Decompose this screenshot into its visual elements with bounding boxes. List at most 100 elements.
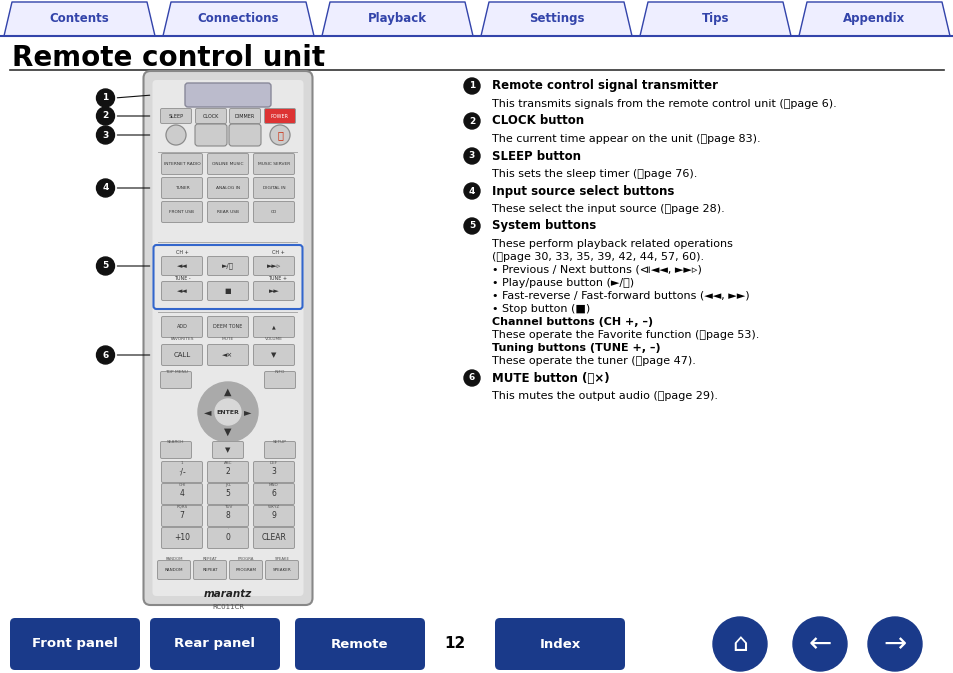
FancyBboxPatch shape [208, 528, 248, 548]
FancyBboxPatch shape [495, 618, 624, 670]
Circle shape [712, 617, 766, 671]
Text: Remote control unit: Remote control unit [12, 44, 325, 72]
Text: ANALOG IN: ANALOG IN [215, 186, 240, 190]
FancyBboxPatch shape [161, 483, 202, 505]
Text: 4: 4 [102, 184, 109, 192]
FancyBboxPatch shape [253, 201, 294, 223]
Text: Appendix: Appendix [842, 12, 904, 25]
Text: VOLUME: VOLUME [265, 337, 283, 341]
Circle shape [463, 218, 479, 234]
FancyBboxPatch shape [253, 178, 294, 199]
Text: SETUP: SETUP [273, 440, 287, 444]
FancyBboxPatch shape [161, 528, 202, 548]
Text: ONLINE MUSIC: ONLINE MUSIC [212, 162, 244, 166]
Text: marantz: marantz [204, 589, 252, 599]
FancyBboxPatch shape [193, 561, 226, 579]
Text: ENTER: ENTER [216, 409, 239, 415]
Text: 12: 12 [444, 637, 465, 651]
FancyBboxPatch shape [208, 345, 248, 365]
Text: ⏻: ⏻ [276, 130, 283, 140]
Text: 3: 3 [272, 468, 276, 476]
FancyBboxPatch shape [160, 108, 192, 124]
Text: REAR USB: REAR USB [216, 210, 239, 214]
Text: 9: 9 [272, 511, 276, 520]
FancyBboxPatch shape [253, 483, 294, 505]
Text: 6: 6 [468, 374, 475, 382]
Text: 1: 1 [180, 461, 183, 465]
FancyBboxPatch shape [161, 201, 202, 223]
Text: RC011CR: RC011CR [212, 604, 244, 610]
Text: RANDOM: RANDOM [165, 568, 183, 572]
Text: These operate the tuner (⍂page 47).: These operate the tuner (⍂page 47). [492, 356, 695, 366]
Text: Settings: Settings [528, 12, 583, 25]
Text: ◄◄: ◄◄ [176, 288, 187, 294]
Text: ◄: ◄ [204, 407, 212, 417]
Text: • Previous / Next buttons (⧏◄◄, ►►▹): • Previous / Next buttons (⧏◄◄, ►►▹) [492, 265, 701, 275]
Polygon shape [322, 2, 473, 36]
Circle shape [96, 107, 114, 125]
Text: ▼: ▼ [271, 352, 276, 358]
Circle shape [96, 346, 114, 364]
FancyBboxPatch shape [253, 316, 294, 337]
Text: Remote control signal transmitter: Remote control signal transmitter [492, 79, 718, 92]
FancyBboxPatch shape [161, 316, 202, 337]
Circle shape [96, 179, 114, 197]
Text: ·/-: ·/- [178, 468, 186, 476]
FancyBboxPatch shape [213, 441, 243, 458]
Circle shape [198, 382, 257, 442]
Text: 2: 2 [102, 112, 109, 120]
FancyBboxPatch shape [253, 153, 294, 174]
Text: 5: 5 [225, 489, 231, 499]
Text: →: → [882, 630, 905, 658]
FancyBboxPatch shape [161, 462, 202, 483]
Text: ■: ■ [225, 288, 231, 294]
Text: SLEEP button: SLEEP button [492, 149, 580, 162]
Text: MUTE button (𝅗×): MUTE button (𝅗×) [492, 371, 609, 384]
Text: Contents: Contents [50, 12, 110, 25]
Polygon shape [163, 2, 314, 36]
Text: SPEAKER: SPEAKER [273, 568, 291, 572]
Text: These select the input source (⍂page 28).: These select the input source (⍂page 28)… [492, 204, 724, 214]
FancyBboxPatch shape [195, 108, 226, 124]
Text: The current time appear on the unit (⍂page 83).: The current time appear on the unit (⍂pa… [492, 134, 760, 144]
Text: PQRS: PQRS [176, 505, 188, 509]
Text: 4: 4 [179, 489, 184, 499]
FancyBboxPatch shape [253, 505, 294, 526]
Text: CALL: CALL [173, 352, 191, 358]
Text: Index: Index [538, 637, 580, 651]
FancyBboxPatch shape [253, 345, 294, 365]
Text: 8: 8 [226, 511, 230, 520]
FancyBboxPatch shape [150, 618, 280, 670]
Text: RANDOM: RANDOM [165, 557, 183, 561]
FancyBboxPatch shape [194, 124, 227, 146]
Text: Rear panel: Rear panel [174, 637, 255, 651]
Text: ⌂: ⌂ [731, 632, 747, 656]
Polygon shape [480, 2, 631, 36]
Text: • Play/pause button (►/⏸): • Play/pause button (►/⏸) [492, 278, 634, 288]
FancyBboxPatch shape [161, 178, 202, 199]
FancyBboxPatch shape [152, 80, 303, 596]
Circle shape [792, 617, 846, 671]
Text: Connections: Connections [197, 12, 279, 25]
FancyBboxPatch shape [208, 153, 248, 174]
Text: POWER: POWER [271, 114, 289, 118]
Text: FRONT USB: FRONT USB [170, 210, 194, 214]
Circle shape [463, 148, 479, 164]
FancyBboxPatch shape [208, 505, 248, 526]
Text: Remote: Remote [331, 637, 388, 651]
Text: CH +: CH + [175, 250, 188, 254]
FancyBboxPatch shape [208, 462, 248, 483]
FancyBboxPatch shape [264, 441, 295, 458]
Polygon shape [4, 2, 154, 36]
FancyBboxPatch shape [208, 178, 248, 199]
FancyBboxPatch shape [10, 618, 140, 670]
Text: TUNER: TUNER [174, 186, 190, 190]
FancyBboxPatch shape [208, 316, 248, 337]
FancyBboxPatch shape [208, 483, 248, 505]
FancyBboxPatch shape [185, 83, 271, 107]
Text: These perform playback related operations: These perform playback related operation… [492, 239, 732, 249]
Text: ◄◄: ◄◄ [176, 263, 187, 269]
Text: DIGITAL IN: DIGITAL IN [262, 186, 285, 190]
Circle shape [214, 399, 241, 425]
Text: ADD: ADD [176, 324, 187, 330]
